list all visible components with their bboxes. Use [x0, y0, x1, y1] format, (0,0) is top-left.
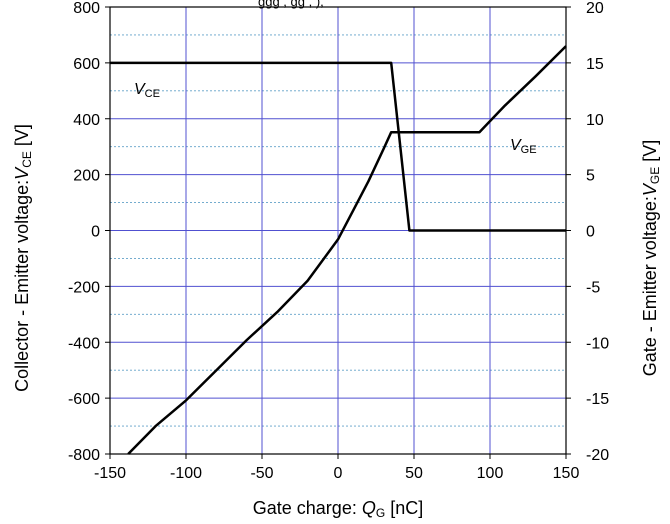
y2-tick-label: 15	[586, 56, 604, 73]
y2-tick-label: -10	[586, 335, 609, 352]
x-tick-label: -150	[94, 465, 126, 482]
x-tick-label: 100	[477, 465, 504, 482]
y-axis-title: Collector - Emitter voltage:VCE [V]	[12, 124, 34, 392]
y2-tick-label: 20	[586, 0, 604, 17]
y-tick-label: 800	[73, 0, 100, 17]
y-tick-label: 200	[73, 168, 100, 185]
x-tick-label: -100	[170, 465, 202, 482]
x-tick-label: 150	[553, 465, 580, 482]
series-group	[110, 45, 567, 455]
y-tick-label: -800	[68, 447, 100, 464]
x-tick-label: -50	[250, 465, 273, 482]
y2-tick-label: 10	[586, 112, 604, 129]
series-label-vce: VCE	[134, 81, 160, 100]
vge-line	[127, 45, 567, 455]
y2-tick-label: -20	[586, 447, 609, 464]
y-tick-label: 0	[91, 224, 100, 241]
x-tick-labels: -150 -100 -50 0 50 100 150	[94, 465, 579, 482]
x-tick-label: 0	[334, 465, 343, 482]
y-tick-label: -600	[68, 391, 100, 408]
x-tick-label: 50	[405, 465, 423, 482]
y2-tick-label: 5	[586, 168, 595, 185]
y2-tick-label: -15	[586, 391, 609, 408]
series-label-vge: VGE	[510, 137, 537, 156]
y-tick-label: 400	[73, 112, 100, 129]
y-tick-label: -400	[68, 335, 100, 352]
top-note: ggg , gg , ),	[258, 0, 324, 9]
y-tick-label: 600	[73, 56, 100, 73]
y2-axis-title: Gate - Emitter voltage:VGE [V]	[640, 140, 662, 376]
y-tick-labels: -800 -600 -400 -200 0 200 400 600 800	[68, 0, 100, 464]
y2-tick-label: -5	[586, 279, 600, 296]
vce-line	[110, 61, 566, 232]
y2-tick-label: 0	[586, 224, 595, 241]
x-axis-title: Gate charge: QG [nC]	[253, 498, 423, 520]
y2-tick-labels: -20 -15 -10 -5 0 5 10 15 20	[586, 0, 609, 464]
y-tick-label: -200	[68, 279, 100, 296]
